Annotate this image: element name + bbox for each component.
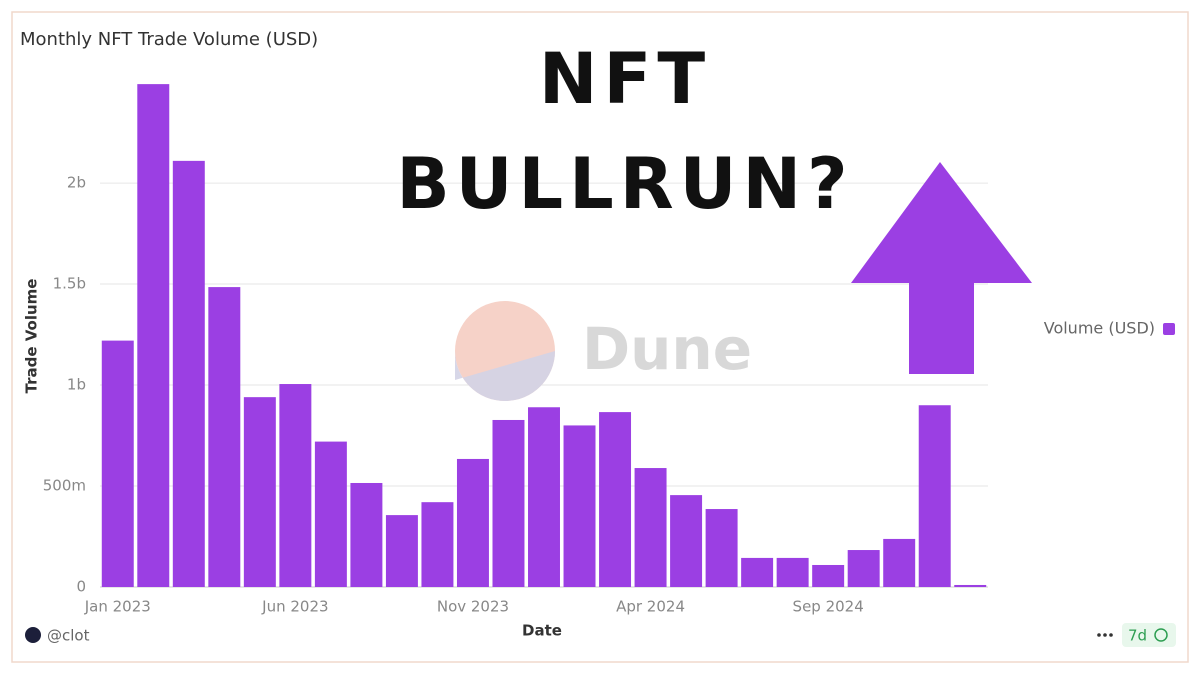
more-menu[interactable] (1097, 633, 1113, 637)
bar (634, 468, 667, 587)
arrow (851, 162, 1032, 374)
y-axis-title: Trade Volume (23, 279, 41, 394)
refresh: 7d (1128, 627, 1147, 645)
y-tick-label: 2b (67, 174, 86, 192)
x-tick-label: Nov 2023 (437, 598, 509, 616)
bar (599, 412, 632, 587)
bar (741, 557, 774, 587)
y-tick-label: 500m (43, 477, 86, 495)
bar (385, 515, 418, 587)
bar (847, 550, 880, 587)
x-tick-label: Sep 2024 (793, 598, 864, 616)
x-tick-label: Apr 2024 (616, 598, 685, 616)
headline: NFT (539, 38, 711, 120)
bar (492, 419, 525, 587)
bar (456, 458, 489, 587)
bar (421, 502, 454, 587)
bar (208, 287, 241, 587)
chart-title: Monthly NFT Trade Volume (USD) (20, 29, 318, 50)
bar (705, 509, 738, 587)
bar (279, 384, 312, 587)
watermark: Dune (582, 315, 752, 383)
x-tick-label: Jun 2023 (261, 598, 328, 616)
bar (243, 397, 276, 587)
x-tick-label: Jan 2023 (84, 598, 151, 616)
bar (350, 482, 383, 587)
check-icon (1154, 628, 1168, 642)
bar (883, 538, 916, 587)
bar (137, 84, 170, 587)
x-axis-title: Date (522, 622, 562, 640)
bar (776, 557, 809, 587)
bar (670, 495, 703, 587)
y-tick-label: 1b (67, 376, 86, 394)
logo-half (455, 351, 555, 401)
bar (101, 340, 134, 587)
bar (314, 441, 347, 587)
bar (528, 407, 560, 587)
author[interactable]: @clot (47, 627, 90, 645)
headline: BULLRUN? (396, 143, 853, 225)
bar (172, 160, 205, 588)
legend-swatch (1163, 323, 1175, 335)
bar (954, 584, 987, 587)
y-tick-label: 0 (76, 578, 86, 596)
y-tick-label: 1.5b (53, 275, 86, 293)
avatar (25, 627, 41, 643)
bar (918, 405, 951, 587)
plot: 0 500m 1b 1.5b 2b Jan 2023 Jun 2023 Nov 2023 Apr… (43, 84, 1175, 616)
bar (812, 564, 845, 587)
bar (563, 425, 596, 587)
legend-label: Volume (USD) (1044, 319, 1155, 338)
